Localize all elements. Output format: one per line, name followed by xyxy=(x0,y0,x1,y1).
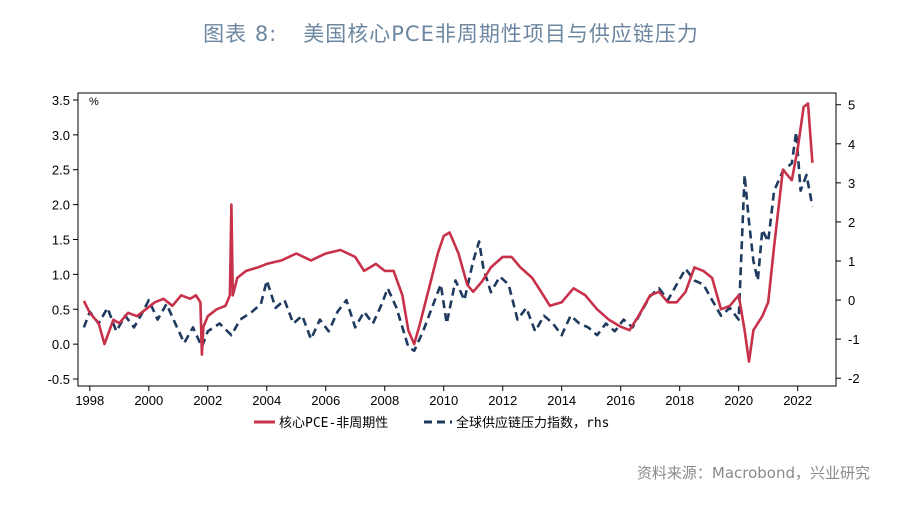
x-tick-label: 2002 xyxy=(193,393,222,408)
x-tick-label: 2000 xyxy=(134,393,163,408)
chart-title: 图表 8: 美国核心PCE非周期性项目与供应链压力 xyxy=(0,18,902,48)
y-left-tick-label: 1.0 xyxy=(52,267,70,282)
y-right-tick-label: 3 xyxy=(848,176,855,191)
y-right-tick-label: 5 xyxy=(848,98,855,113)
x-tick-label: 2020 xyxy=(724,393,753,408)
y-left-tick-label: 3.0 xyxy=(52,128,70,143)
y-right-tick-label: 4 xyxy=(848,137,855,152)
figure-number: 图表 8: xyxy=(203,22,278,46)
x-tick-label: 2004 xyxy=(252,393,281,408)
x-tick-label: 2022 xyxy=(783,393,812,408)
y-right-tick-label: -2 xyxy=(848,371,860,386)
y-left-tick-label: 0.5 xyxy=(52,302,70,317)
source-note: 资料来源：Macrobond，兴业研究 xyxy=(636,464,870,482)
legend: 核心PCE-非周期性 全球供应链压力指数，rhs xyxy=(254,415,609,431)
x-tick-label: 2010 xyxy=(429,393,458,408)
left-axis-unit: % xyxy=(89,96,99,108)
x-tick-label: 1998 xyxy=(75,393,104,408)
series-line-core-pce xyxy=(82,102,814,363)
x-tick-label: 2006 xyxy=(311,393,340,408)
y-left-tick-label: 2.5 xyxy=(52,163,70,178)
x-tick-label: 2018 xyxy=(665,393,694,408)
plot-area xyxy=(77,92,837,387)
y-right-tick-label: -1 xyxy=(848,332,860,347)
legend-label-core-pce: 核心PCE-非周期性 xyxy=(279,416,388,431)
series-line-supply-chain xyxy=(82,130,814,353)
y-left-tick-label: -0.5 xyxy=(48,372,70,387)
y-right-tick-label: 2 xyxy=(848,215,855,230)
title-text: 美国核心PCE非周期性项目与供应链压力 xyxy=(303,22,699,46)
y-left-tick-label: 2.0 xyxy=(52,198,70,213)
x-tick-label: 2012 xyxy=(488,393,517,408)
y-right-tick-label: 0 xyxy=(848,293,855,308)
legend-label-supply-chain: 全球供应链压力指数，rhs xyxy=(456,415,609,431)
x-tick-label: 2016 xyxy=(606,393,635,408)
y-right-tick-label: 1 xyxy=(848,254,855,269)
y-left-tick-label: 3.5 xyxy=(52,93,70,108)
y-left-tick-label: 0.0 xyxy=(52,337,70,352)
x-tick-label: 2014 xyxy=(547,393,576,408)
y-left-tick-label: 1.5 xyxy=(52,233,70,248)
x-tick-label: 2008 xyxy=(370,393,399,408)
